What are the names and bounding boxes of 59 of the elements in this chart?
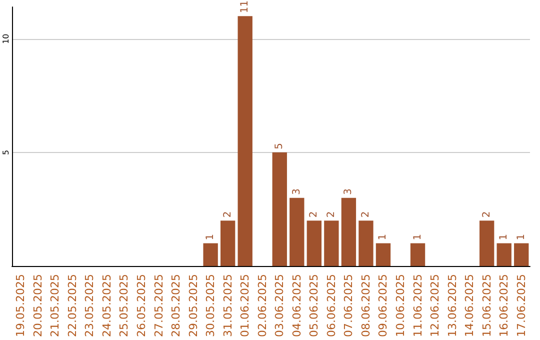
data-label: 2 xyxy=(326,211,337,218)
data-label: 3 xyxy=(291,188,302,195)
x-tick-label: 28.05.2025 xyxy=(170,274,183,338)
x-tick-label: 03.06.2025 xyxy=(273,274,286,338)
x-tick-label: 23.05.2025 xyxy=(83,274,96,338)
x-tick-label: 27.05.2025 xyxy=(152,274,166,338)
data-label: 1 xyxy=(498,234,510,240)
data-label: 2 xyxy=(308,211,320,218)
x-tick-label: 17.06.2025 xyxy=(514,274,528,338)
x-tick-label: 08.06.2025 xyxy=(359,274,372,338)
x-tick-label: 11.06.2025 xyxy=(411,274,424,338)
bar xyxy=(410,243,426,266)
x-tick-label: 21.05.2025 xyxy=(48,274,62,338)
x-tick-label: 20.05.2025 xyxy=(31,274,44,338)
bar xyxy=(238,16,252,266)
bar xyxy=(341,198,356,266)
bar xyxy=(376,243,391,266)
y-tick-label: 10 xyxy=(2,34,10,44)
data-label: 5 xyxy=(274,143,286,150)
x-tick-label: 14.06.2025 xyxy=(463,274,476,338)
x-tick-label: 05.06.2025 xyxy=(308,274,321,338)
x-tick-label: 06.06.2025 xyxy=(324,274,338,338)
bar xyxy=(358,220,374,266)
bar xyxy=(306,220,322,266)
bar xyxy=(272,152,287,266)
x-tick-label: 07.06.2025 xyxy=(342,274,356,338)
data-label: 2 xyxy=(222,211,234,218)
bar xyxy=(220,220,236,266)
data-label: 11 xyxy=(240,0,251,14)
x-tick-label: 09.06.2025 xyxy=(376,274,390,338)
bar xyxy=(324,220,339,266)
x-tick-label: 10.06.2025 xyxy=(394,274,407,338)
x-tick-label: 31.05.2025 xyxy=(221,274,234,338)
bar xyxy=(514,243,529,266)
bar xyxy=(203,243,218,266)
x-tick-label: 15.06.2025 xyxy=(480,274,494,338)
x-tick-label: 16.06.2025 xyxy=(498,274,511,338)
data-label: 3 xyxy=(343,188,354,195)
bar xyxy=(496,243,512,266)
bar xyxy=(290,198,304,266)
x-tick-label: 22.05.2025 xyxy=(66,274,79,338)
data-label: 2 xyxy=(481,211,492,218)
x-tick-label: 12.06.2025 xyxy=(428,274,442,338)
data-label: 2 xyxy=(360,211,372,218)
x-tick-label: 02.06.2025 xyxy=(256,274,269,338)
x-tick-label: 25.05.2025 xyxy=(118,274,131,338)
x-tick-label: 04.06.2025 xyxy=(290,274,304,338)
x-tick-label: 29.05.2025 xyxy=(186,274,200,338)
x-tick-label: 30.05.2025 xyxy=(204,274,218,338)
bar xyxy=(479,220,494,266)
data-label: 1 xyxy=(378,234,389,240)
data-label: 1 xyxy=(516,234,527,240)
data-label: 1 xyxy=(205,234,216,240)
x-tick-label: 24.05.2025 xyxy=(100,274,114,338)
x-tick-label: 13.06.2025 xyxy=(446,274,459,338)
data-label: 1 xyxy=(412,234,424,240)
x-tick-label: 01.06.2025 xyxy=(238,274,252,338)
x-tick-label: 26.05.2025 xyxy=(135,274,148,338)
x-tick-label: 19.05.2025 xyxy=(14,274,28,338)
